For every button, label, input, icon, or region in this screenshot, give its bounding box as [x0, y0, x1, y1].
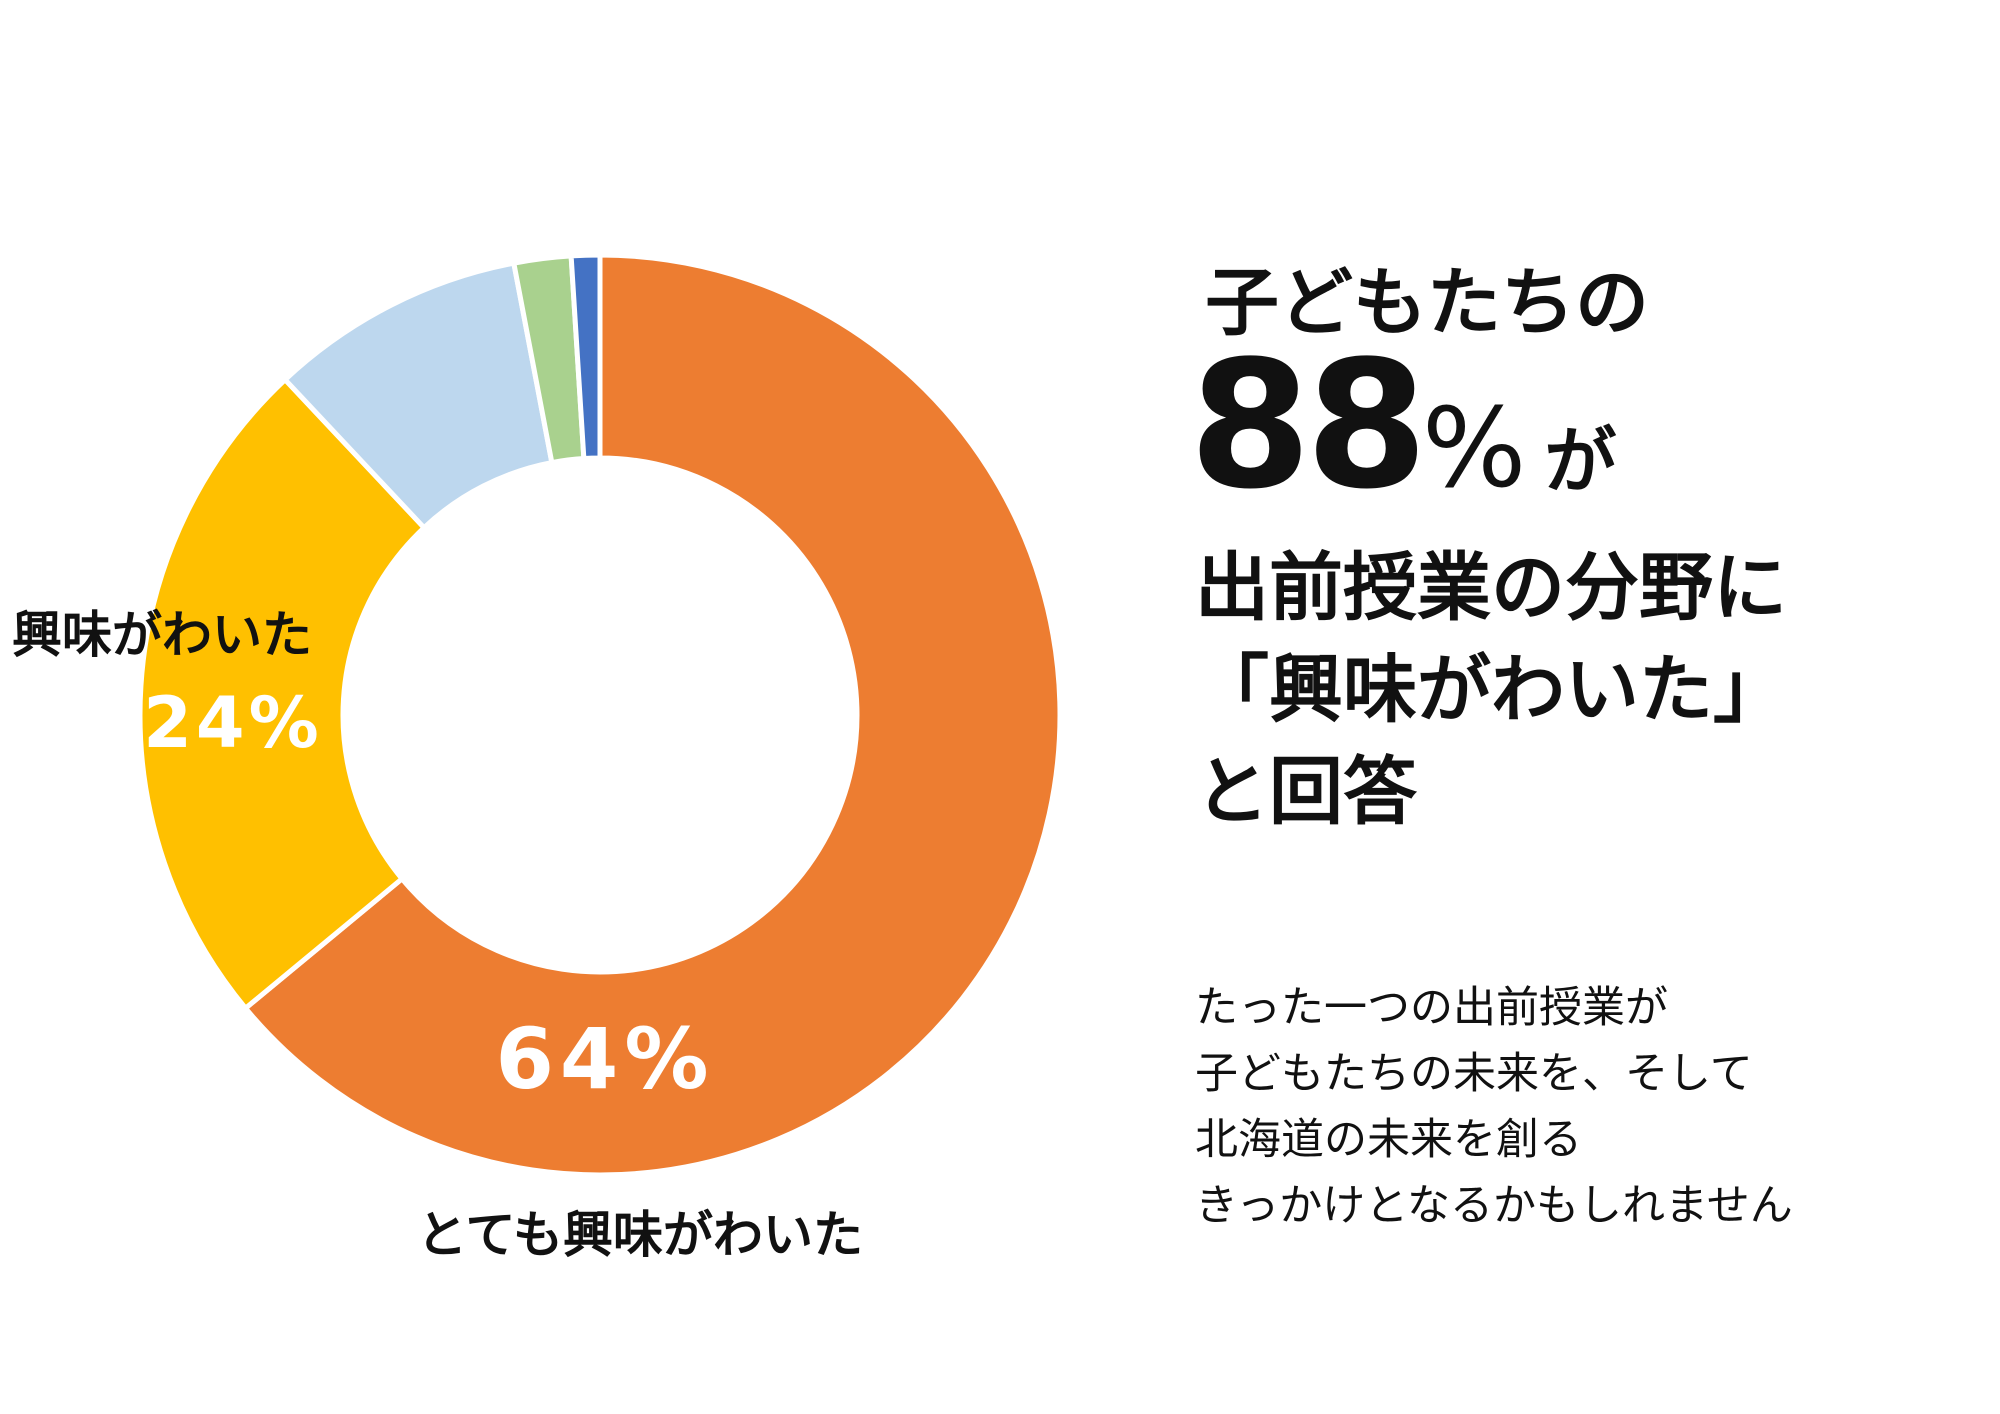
slice-label-very-interested-value: 64%	[495, 1010, 714, 1108]
slice-5	[568, 252, 603, 462]
slice-label-very-interested-category: とても興味がわいた	[417, 1206, 863, 1264]
slice-very-interested	[242, 252, 1063, 1178]
body-text-line-3: 北海道の未来を創る	[1195, 1115, 1582, 1165]
body-text: たった一つの出前授業が 子どもたちの未来を、そして 北海道の未来を創る きっかけ…	[1195, 975, 1793, 1239]
headline-percent-value: 88	[1189, 323, 1428, 528]
body-text-line-1: たった一つの出前授業が	[1195, 983, 1668, 1033]
donut-slices	[137, 252, 1063, 1178]
headline-line-3: 出前授業の分野に	[1195, 545, 1787, 631]
headline-line-5: と回答	[1195, 749, 1417, 835]
body-text-line-4: きっかけとなるかもしれません	[1195, 1181, 1793, 1231]
headline-line-4: 「興味がわいた」	[1195, 647, 1787, 733]
slice-label-interested-category: 興味がわいた	[12, 606, 312, 664]
headline-line-1: 子どもたちの	[1205, 260, 1649, 346]
headline-percent-sign: %	[1421, 384, 1527, 512]
slice-label-interested-value: 24%	[143, 682, 323, 764]
headline-particle: が	[1544, 419, 1617, 503]
slice-interested	[137, 376, 428, 1012]
body-text-line-2: 子どもたちの未来を、そして	[1195, 1049, 1753, 1099]
headline-percentage: 88% が	[1189, 338, 1955, 536]
donut-chart: 興味がわいた 24% 64% とても興味がわいた	[12, 252, 1063, 1264]
headline-block: 子どもたちの 88% が 出前授業の分野に 「興味がわいた」 と回答	[1189, 255, 1955, 842]
